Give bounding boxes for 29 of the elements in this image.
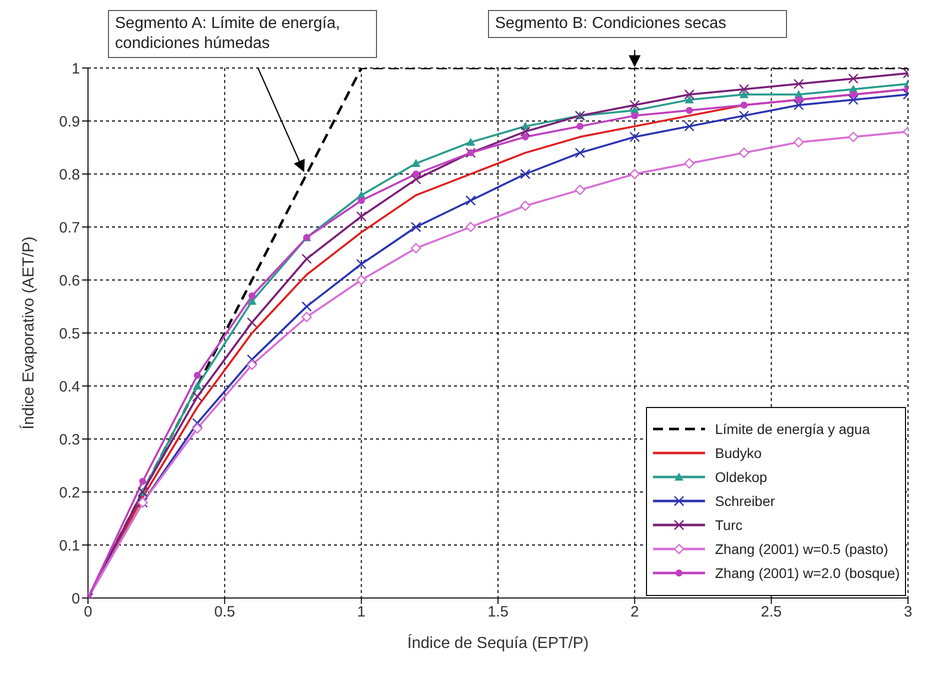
legend-label: Zhang (2001) w=0.5 (pasto) xyxy=(715,541,888,558)
annotation: Segmento B: Condiciones secas xyxy=(488,10,787,38)
legend-label: Schreiber xyxy=(715,493,775,510)
x-tick-label: 1.5 xyxy=(488,604,508,621)
y-tick-label: 1 xyxy=(72,60,80,78)
y-tick-label: 0 xyxy=(72,590,80,608)
y-tick-label: 0.3 xyxy=(59,431,80,448)
x-tick-label: 0 xyxy=(84,604,92,621)
x-tick-label: 1 xyxy=(357,604,366,621)
x-tick-label: 2 xyxy=(630,604,639,621)
legend-label: Zhang (2001) w=2.0 (bosque) xyxy=(715,565,900,582)
y-axis-title: Índice Evaporativo (AET/P) xyxy=(20,236,38,430)
legend-label: Turc xyxy=(715,517,742,534)
legend-label: Límite de energía y agua xyxy=(715,421,870,438)
annotation: Segmento A: Límite de energía, condiciones húmedas xyxy=(108,10,377,58)
legend-label: Oldekop xyxy=(715,469,768,486)
y-tick-label: 0.9 xyxy=(59,113,80,130)
y-tick-label: 0.5 xyxy=(59,325,80,342)
legend-label: Budyko xyxy=(715,445,762,462)
y-tick-label: 0.1 xyxy=(59,537,80,554)
y-tick-label: 0.4 xyxy=(59,378,80,396)
x-tick-label: 3 xyxy=(904,604,912,621)
x-tick-label: 0.5 xyxy=(214,604,236,621)
y-tick-label: 0.6 xyxy=(59,272,80,290)
y-tick-label: 0.8 xyxy=(59,166,80,184)
y-tick-label: 0.2 xyxy=(59,484,80,502)
x-tick-label: 2.5 xyxy=(760,604,782,621)
x-axis-title: Índice de Sequía (EPT/P) xyxy=(407,634,589,652)
y-tick-label: 0.7 xyxy=(59,219,80,236)
